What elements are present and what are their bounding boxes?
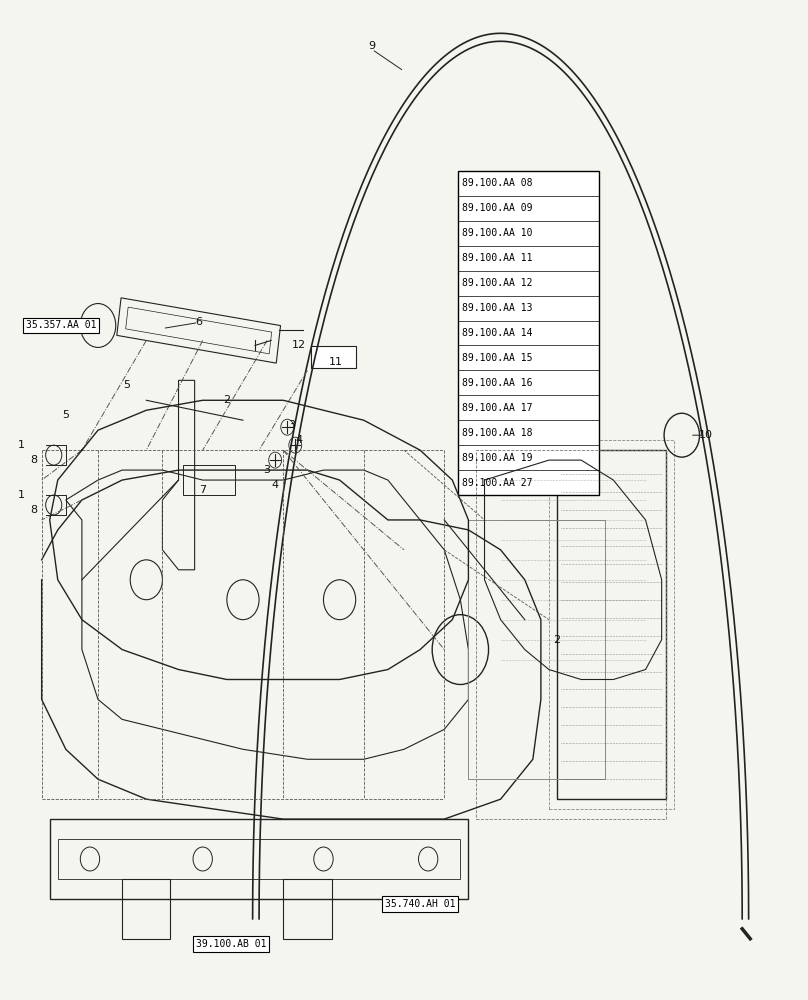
Text: 8: 8 [30, 455, 37, 465]
Text: 5: 5 [62, 410, 69, 420]
Text: 6: 6 [196, 317, 202, 327]
Text: 9: 9 [368, 41, 376, 51]
Text: 89.100.AA 18: 89.100.AA 18 [462, 428, 532, 438]
Bar [57, 839, 461, 879]
Bar [458, 171, 599, 495]
Bar [50, 819, 469, 899]
Text: 3: 3 [263, 465, 271, 475]
Bar [183, 465, 235, 495]
Text: 35.740.AH 01: 35.740.AH 01 [385, 899, 456, 909]
Text: 89.100.AA 09: 89.100.AA 09 [462, 203, 532, 213]
Text: 89.100.AA 08: 89.100.AA 08 [462, 178, 532, 188]
Text: 89.100.AA 11: 89.100.AA 11 [462, 253, 532, 263]
Text: 12: 12 [292, 340, 306, 350]
Text: 11: 11 [329, 357, 343, 367]
Text: 89.100.AA 13: 89.100.AA 13 [462, 303, 532, 313]
Text: 39.100.AB 01: 39.100.AB 01 [196, 939, 266, 949]
Text: 1: 1 [18, 440, 25, 450]
Bar [549, 440, 674, 809]
Bar [477, 450, 666, 819]
Text: 4: 4 [271, 480, 279, 490]
Text: 89.100.AA 17: 89.100.AA 17 [462, 403, 532, 413]
Text: 89.100.AA 16: 89.100.AA 16 [462, 378, 532, 388]
Text: 35.357.AA 01: 35.357.AA 01 [26, 320, 96, 330]
Text: 89.100.AA 14: 89.100.AA 14 [462, 328, 532, 338]
Bar [311, 346, 356, 368]
Text: 2: 2 [553, 635, 561, 645]
Text: 89.100.AA 19: 89.100.AA 19 [462, 453, 532, 463]
Text: 2: 2 [223, 395, 230, 405]
Text: 7: 7 [199, 485, 206, 495]
Text: 10: 10 [699, 430, 713, 440]
Text: 3: 3 [288, 420, 295, 430]
Bar [557, 450, 666, 799]
Text: 89.100.AA 15: 89.100.AA 15 [462, 353, 532, 363]
Text: 5: 5 [123, 380, 130, 390]
Text: 89.100.AA 10: 89.100.AA 10 [462, 228, 532, 238]
Text: 89.100.AA 27: 89.100.AA 27 [462, 478, 532, 488]
Text: 8: 8 [30, 505, 37, 515]
Bar [284, 879, 331, 939]
Text: 4: 4 [296, 435, 303, 445]
Text: 89.100.AA 12: 89.100.AA 12 [462, 278, 532, 288]
Text: 1: 1 [18, 490, 25, 500]
Bar [122, 879, 170, 939]
